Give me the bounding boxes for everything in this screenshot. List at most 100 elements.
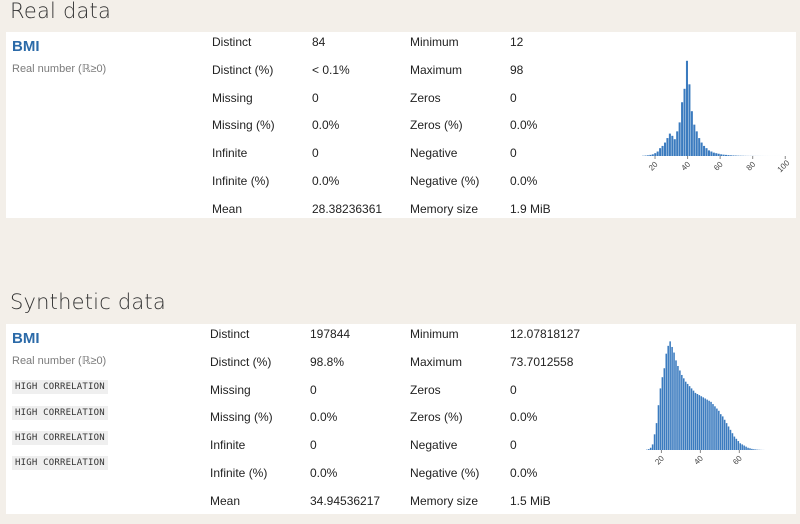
histogram-bar [718,410,720,450]
stat-label: Missing (%) [210,410,273,425]
histogram-bar [705,148,708,156]
stat-label: Distinct [210,327,250,341]
stat-label: Infinite [210,438,246,453]
stat-label: Negative [410,438,458,453]
stat-value: 1.9 MiB [510,201,551,216]
stat-value: 0.0% [310,410,338,425]
x-tick-label: 40 [692,454,705,467]
histogram-bar [681,374,683,450]
stat-label: Negative [410,146,458,161]
histogram-bar [721,416,724,450]
stat-value: 0 [312,146,319,161]
histogram-bar [732,155,735,156]
histogram-bar [712,152,715,156]
stat-value: 0.0% [310,466,338,480]
histogram-bar [712,404,714,450]
histogram-bar [729,155,732,156]
stat-label: Zeros (%) [410,410,463,425]
histogram-bar [706,399,708,450]
histogram-bar [702,397,705,450]
stat-value: 0.0% [510,174,538,188]
histogram-bar [739,443,742,450]
stat-label: Infinite (%) [210,466,268,480]
stat-label: Zeros [410,90,441,105]
stat-value: 12 [510,35,524,49]
synthetic-section-title: Synthetic data [10,290,166,314]
stat-label: Maximum [410,354,463,369]
histogram-bar [654,153,657,156]
histogram-bar [684,381,687,450]
high-correlation-badge: HIGH CORRELATION [12,406,108,420]
histogram-bar [692,390,695,450]
histogram-bar [693,124,696,156]
x-tick-label: 100 [776,158,792,174]
histogram-bar [646,155,649,156]
histogram-bar [731,433,734,450]
histogram-bar [681,102,684,156]
histogram-bar [688,386,691,450]
stat-label: Distinct [212,35,252,49]
histogram-bar [710,151,713,156]
histogram-bar [676,131,679,156]
histogram-bar [651,444,654,450]
histogram-bar [727,155,730,156]
histogram-bar [714,406,716,450]
histogram-bar [666,138,669,156]
stat-value: 98 [510,62,524,77]
stat-label: Distinct (%) [210,354,272,369]
stat-value: 28.38236361 [312,201,383,216]
histogram-bar [673,139,676,156]
histogram-bar [710,401,712,450]
histogram-bar [675,360,677,450]
histogram-bar [663,368,666,450]
histogram-bar [707,150,710,156]
histogram-bar [700,142,703,156]
histogram-bar [717,153,720,156]
histogram-bar [679,370,681,450]
histogram-bar [659,388,662,450]
stat-label: Infinite (%) [212,174,270,188]
histogram-bar [657,405,660,450]
stat-value: 0 [310,382,317,397]
stat-value: 1.5 MiB [510,493,551,508]
stat-label: Zeros (%) [410,118,463,133]
histogram-bar [743,445,745,450]
histogram-bar [694,392,697,450]
histogram-bar [667,345,669,450]
histogram-bar [685,60,688,156]
variable-name[interactable]: BMI [12,38,40,55]
stat-label: Distinct (%) [212,62,274,77]
variable-type: Real number (ℝ≥0) [12,355,107,367]
real-section-title: Real data [10,0,112,23]
histogram-bar [677,366,679,450]
histogram-bar [698,138,701,156]
histogram-bar [651,154,654,156]
histogram-bar [723,419,726,450]
histogram-bar [682,378,685,450]
histogram-bar [649,447,652,450]
variable-name[interactable]: BMI [12,330,40,347]
stat-label: Missing (%) [212,118,275,133]
histogram-bar [703,145,706,156]
stat-label: Negative (%) [410,466,480,480]
stat-label: Memory size [410,201,479,216]
stat-value: 0.0% [510,466,538,480]
x-tick-label: 80 [745,160,758,173]
histogram-bar [749,448,751,450]
stat-label: Mean [210,493,241,508]
stat-label: Infinite [212,146,248,161]
histogram-bar [753,449,755,450]
histogram-bar [671,135,674,156]
stat-value: 0.0% [510,410,538,425]
x-tick-label: 40 [679,160,692,173]
histogram-bar [741,444,743,450]
stat-value: 0 [510,438,517,453]
histogram-bar [719,414,722,450]
histogram-bar [737,441,740,450]
high-correlation-badge: HIGH CORRELATION [12,380,108,394]
stat-value: 0 [510,146,517,161]
histogram-bar [653,434,656,450]
x-tick-label: 20 [653,454,666,467]
stat-value: 0 [310,438,317,453]
stat-label: Negative (%) [410,174,480,188]
